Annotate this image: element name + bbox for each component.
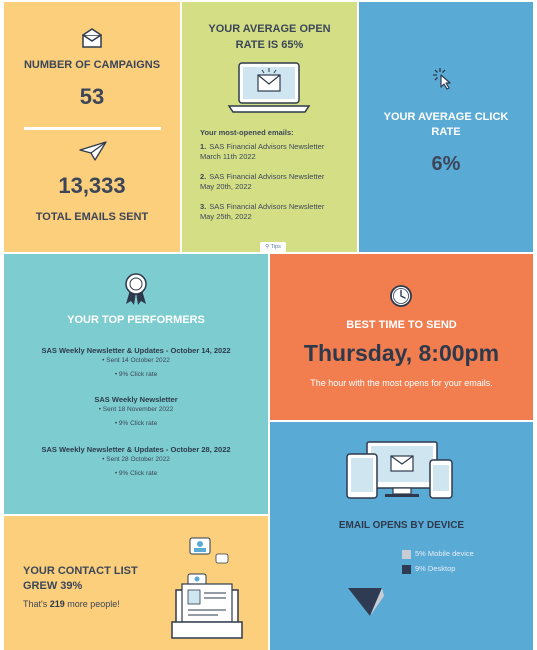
contact-title: YOUR CONTACT LIST GREW 39%	[23, 565, 138, 592]
click-rate-title: YOUR AVERAGE CLICK RATE	[383, 111, 509, 138]
contact-tile: YOUR CONTACT LIST GREW 39% That's 219 mo…	[4, 516, 268, 650]
device-title: EMAIL OPENS BY DEVICE	[338, 520, 465, 531]
paper-plane-icon	[79, 141, 107, 161]
top-performers-tile: YOUR TOP PERFORMERS SAS Weekly Newslette…	[4, 254, 268, 514]
pie-slice-mobile	[370, 588, 384, 616]
list-item: SAS Weekly Newsletter & Updates - Octobe…	[41, 346, 231, 378]
list-item: SAS Weekly Newsletter & Updates - Octobe…	[41, 445, 231, 477]
top-performers-title: YOUR TOP PERFORMERS	[67, 314, 205, 326]
legend-item-desktop: 9% Desktop	[402, 564, 455, 574]
best-time-title: BEST TIME TO SEND	[346, 319, 457, 331]
legend-item-mobile: 5% Mobile device	[402, 549, 474, 559]
most-opened-list: 1. SAS Financial Advisors Newsletter March…	[200, 142, 350, 232]
legend-swatch	[402, 549, 411, 559]
clock-icon	[390, 285, 412, 307]
best-time-value: Thursday, 8:00pm	[303, 340, 500, 366]
best-time-subtitle: The hour with the most opens for your em…	[310, 378, 493, 388]
devices-icon	[346, 441, 453, 499]
envelope-icon	[82, 28, 102, 48]
pie-slice-desktop	[348, 588, 382, 616]
contact-card-icon	[171, 537, 243, 639]
legend-swatch	[402, 564, 411, 574]
laptop-email-icon	[227, 62, 311, 113]
open-rate-tile: YOUR AVERAGE OPEN RATE IS 65% Your most-…	[182, 2, 357, 252]
award-ribbon-icon	[125, 273, 147, 305]
click-rate-tile: YOUR AVERAGE CLICK RATE 6%	[359, 2, 533, 252]
campaigns-tile: NUMBER OF CAMPAIGNS 53 13,333 TOTAL EMAI…	[4, 2, 180, 252]
most-opened-heading: Your most-opened emails:	[200, 128, 294, 137]
open-rate-title: YOUR AVERAGE OPEN RATE IS 65%	[208, 23, 331, 51]
device-pie-chart	[348, 588, 384, 616]
list-item: 1. SAS Financial Advisors Newsletter March…	[200, 142, 325, 161]
divider	[24, 127, 161, 130]
list-item: 3. SAS Financial Advisors Newsletter May 2…	[200, 202, 325, 221]
list-item: SAS Weekly Newsletter • Sent 18 November…	[94, 395, 178, 427]
best-time-tile: BEST TIME TO SEND Thursday, 8:00pm The h…	[270, 254, 533, 420]
device-tile: EMAIL OPENS BY DEVICE 5% Mobile device 9…	[270, 422, 533, 650]
emails-sent-count: 13,333	[58, 173, 126, 198]
cursor-click-icon	[433, 68, 451, 90]
tips-button[interactable]: ⚲ Tips	[260, 242, 286, 252]
emails-sent-label: TOTAL EMAILS SENT	[35, 211, 149, 223]
contact-subtitle: That's 219 more people!	[23, 599, 120, 609]
click-rate-value: 6%	[431, 153, 461, 175]
list-item: 2. SAS Financial Advisors Newsletter May 2…	[200, 172, 325, 191]
campaigns-count: 53	[79, 84, 105, 109]
campaigns-label: NUMBER OF CAMPAIGNS	[23, 59, 161, 71]
